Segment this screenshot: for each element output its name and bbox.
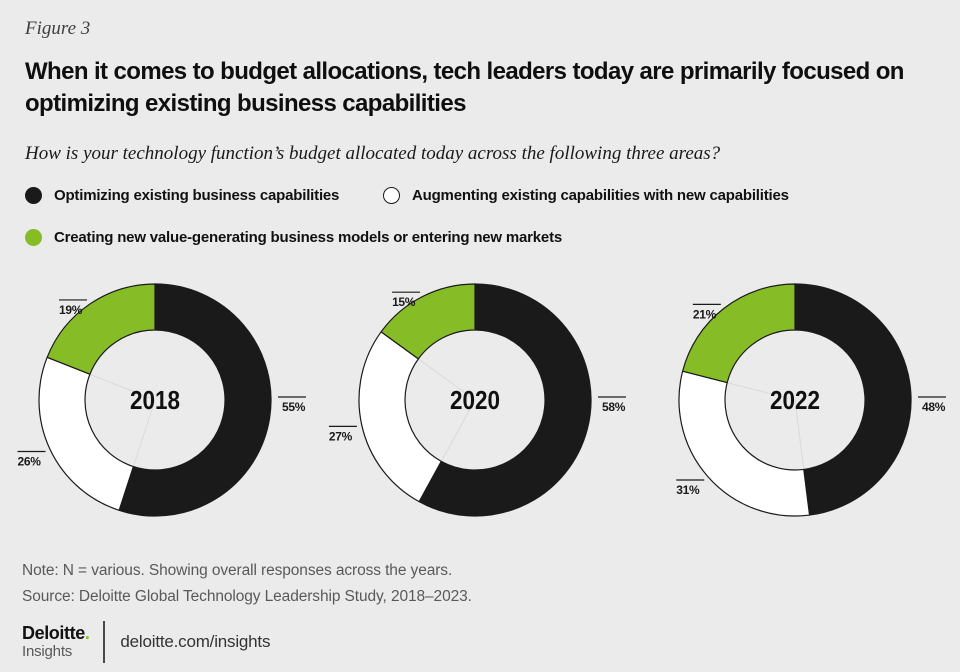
legend-label: Augmenting existing capabilities with ne…: [412, 186, 789, 204]
donut-2018-slice-optimizing: [118, 283, 272, 517]
donut-chart-2020: 2020 58% 27% 15%: [320, 264, 640, 556]
deloitte-insights-logo: Deloitte. Insights: [22, 621, 90, 663]
legend-swatch-green-icon: [25, 228, 42, 246]
hole-boundary-line: [441, 399, 476, 461]
donut-2018-slice-creating: [46, 283, 156, 375]
donut-2022-slice-augmenting: [678, 370, 811, 517]
donut-2020-value-label-creating: 15%: [392, 295, 416, 309]
legend-item-optimizing: Optimizing existing business capabilitie…: [25, 186, 383, 204]
brand-word: Deloitte: [22, 623, 85, 643]
figure-title: When it comes to budget allocations, tec…: [25, 58, 904, 117]
figure-label: Figure 3: [25, 18, 91, 39]
donut-svg-2020: 2020 58% 27% 15%: [329, 283, 626, 517]
donut-2022-value-label-optimizing: 48%: [922, 400, 946, 414]
donut-2022-slice-optimizing: [794, 283, 912, 516]
donut-svg-2018: 2018 55% 26% 19%: [17, 283, 306, 517]
source-text: Source: Deloitte Global Technology Leade…: [22, 588, 472, 605]
footnotes: Note: N = various. Showing overall respo…: [22, 558, 472, 610]
donut-2018-slice-augmenting: [38, 356, 134, 511]
brand-name: Deloitte.: [22, 623, 90, 643]
donut-charts-row: 2018 55% 26% 19% 2020 58% 27% 15% 2022 48% 31% 21…: [0, 264, 960, 556]
donut-2020-year-label: 2020: [450, 385, 500, 415]
donut-2018-value-label-optimizing: 55%: [282, 400, 306, 414]
donut-2018-value-label-augmenting: 26%: [18, 455, 42, 469]
donut-2022-value-label-augmenting: 31%: [676, 483, 700, 497]
donut-2018-value-label-creating: 19%: [59, 303, 83, 317]
legend-row-1: Optimizing existing business capabilitie…: [25, 186, 935, 204]
legend-item-creating: Creating new value-generating business m…: [25, 228, 563, 246]
legend-swatch-black-icon: [25, 186, 42, 204]
donut-2022-slice-creating: [682, 283, 796, 384]
legend-label: Optimizing existing business capabilitie…: [54, 186, 340, 204]
brand-subtitle: Insights: [22, 643, 73, 660]
footer-url: deloitte.com/insights: [120, 632, 271, 651]
donut-chart-2022: 2022 48% 31% 21%: [640, 264, 960, 556]
brand-green-dot: .: [84, 623, 90, 643]
donut-2020-value-label-optimizing: 58%: [602, 400, 626, 414]
donut-chart-2018: 2018 55% 26% 19%: [0, 264, 320, 556]
hole-boundary-line: [90, 374, 156, 401]
donut-2022-value-label-creating: 21%: [693, 307, 717, 321]
donut-2020-slice-creating: [380, 283, 476, 360]
donut-2022-year-label: 2022: [770, 385, 820, 415]
legend-label: Creating new value-generating business m…: [54, 228, 563, 246]
legend-row-2: Creating new value-generating business m…: [25, 228, 935, 246]
donut-2020-value-label-augmenting: 27%: [329, 429, 353, 443]
hole-boundary-line: [728, 382, 796, 401]
chart-legend: Optimizing existing business capabilitie…: [25, 186, 935, 270]
hole-boundary-line: [133, 399, 156, 466]
survey-question: How is your technology function’s budget…: [25, 143, 721, 164]
hole-boundary-line: [794, 399, 805, 469]
donut-2018-year-label: 2018: [130, 385, 180, 415]
footer-divider: [103, 621, 106, 663]
donut-svg-2022: 2022 48% 31% 21%: [676, 283, 946, 517]
donut-2020-slice-optimizing: [418, 283, 592, 517]
footer: Deloitte. Insights deloitte.com/insights: [22, 621, 270, 663]
donut-2020-slice-augmenting: [358, 331, 442, 503]
note-text: Note: N = various. Showing overall respo…: [22, 562, 453, 579]
legend-item-augmenting: Augmenting existing capabilities with ne…: [383, 186, 789, 204]
legend-swatch-white-icon: [383, 186, 400, 204]
hole-boundary-line: [418, 359, 476, 401]
